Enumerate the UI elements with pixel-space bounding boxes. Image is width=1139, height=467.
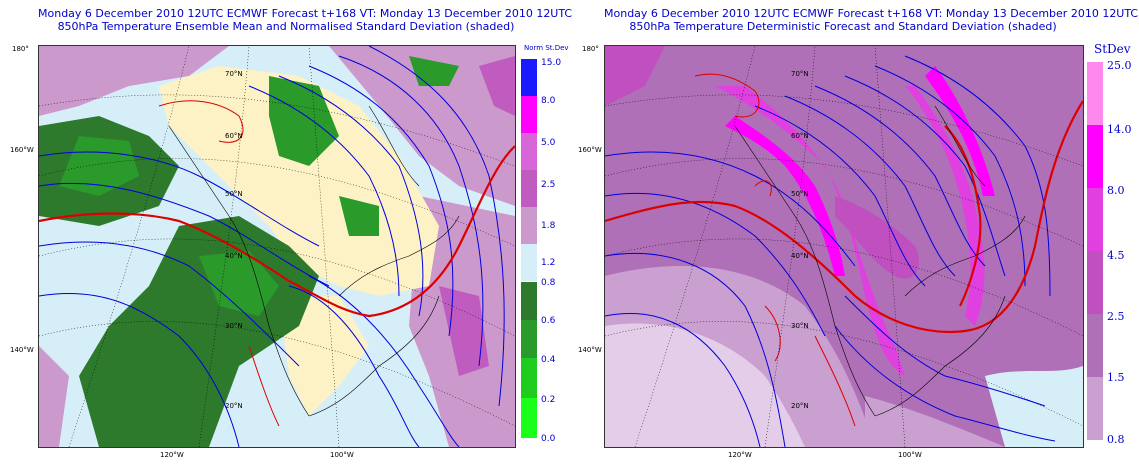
left-legend-label-1: 8.0 <box>541 96 556 106</box>
left-lat-label-40: 40°N <box>225 252 243 260</box>
left-legend-label-2: 5.0 <box>541 138 556 148</box>
left-lon-label-100: 100°W <box>330 451 354 459</box>
left-map-title: Monday 6 December 2010 12UTC ECMWF Forec… <box>38 7 573 33</box>
left-map: 70°N 60°N 50°N 40°N 30°N 20°N <box>38 45 516 448</box>
left-legend-label-10: 0.0 <box>541 434 556 444</box>
left-legend-label-5: 1.2 <box>541 258 556 268</box>
left-legend-label-4: 1.8 <box>541 221 556 231</box>
left-legend-swatch-1-2 <box>521 244 537 281</box>
left-legend-swatch-0-6 <box>521 320 537 358</box>
left-lat-label-20: 20°N <box>225 402 243 410</box>
right-lat-label-40: 40°N <box>791 252 809 260</box>
right-lat-label-30: 30°N <box>791 322 809 330</box>
left-legend-label-8: 0.4 <box>541 355 556 365</box>
right-legend-title: StDev <box>1094 42 1131 56</box>
left-legend-swatch-8 <box>521 96 537 133</box>
left-lon-label-160: 160°W <box>10 146 34 154</box>
left-legend-swatch-15 <box>521 59 537 96</box>
left-legend-swatch-0-2 <box>521 398 537 438</box>
right-legend-swatch-14 <box>1087 125 1103 188</box>
left-title-line2: 850hPa Temperature Ensemble Mean and Nor… <box>57 20 515 33</box>
left-legend-swatch-0-8 <box>521 282 537 320</box>
left-title-line1: Monday 6 December 2010 12UTC ECMWF Forec… <box>38 7 573 20</box>
right-legend-label-4: 2.5 <box>1107 310 1125 323</box>
right-lat-label-70: 70°N <box>791 70 809 78</box>
right-lat-label-60: 60°N <box>791 132 809 140</box>
right-map-canvas <box>605 46 1083 447</box>
right-lat-label-50: 50°N <box>791 190 809 198</box>
right-legend-label-6: 0.8 <box>1107 433 1125 446</box>
left-legend-swatch-2-5 <box>521 170 537 207</box>
left-map-canvas <box>39 46 515 447</box>
left-legend-label-6: 0.8 <box>541 278 556 288</box>
left-legend-swatch-5 <box>521 133 537 170</box>
right-lon-label-160: 160°W <box>578 146 602 154</box>
left-legend-label-3: 2.5 <box>541 180 556 190</box>
right-legend-swatch-8 <box>1087 188 1103 251</box>
left-lon-label-120: 120°W <box>160 451 184 459</box>
left-lat-label-30: 30°N <box>225 322 243 330</box>
left-lat-label-50: 50°N <box>225 190 243 198</box>
right-legend-label-3: 4.5 <box>1107 249 1125 262</box>
right-legend-swatch-2-5 <box>1087 314 1103 377</box>
right-legend-label-1: 14.0 <box>1107 123 1132 136</box>
right-lon-label-100: 100°W <box>898 451 922 459</box>
right-map-title: Monday 6 December 2010 12UTC ECMWF Forec… <box>604 7 1139 33</box>
right-legend-label-5: 1.5 <box>1107 371 1125 384</box>
left-lon-label-140: 140°W <box>10 346 34 354</box>
right-lat-label-20: 20°N <box>791 402 809 410</box>
right-map: 70°N 60°N 50°N 40°N 30°N 20°N <box>604 45 1084 448</box>
left-legend-label-9: 0.2 <box>541 395 556 405</box>
right-legend-swatch-25 <box>1087 62 1103 125</box>
left-lon-label-180: 180° <box>12 45 29 53</box>
right-lon-label-180: 180° <box>582 45 599 53</box>
left-lat-label-70: 70°N <box>225 70 243 78</box>
right-legend-swatch-4-5 <box>1087 251 1103 314</box>
left-legend-swatch-1-8 <box>521 207 537 244</box>
right-title-line2: 850hPa Temperature Deterministic Forecas… <box>629 20 1057 33</box>
right-lon-label-120: 120°W <box>728 451 752 459</box>
left-legend-swatch-0-4 <box>521 358 537 398</box>
left-legend-label-7: 0.6 <box>541 316 556 326</box>
left-legend-label-0: 15.0 <box>541 58 562 68</box>
left-lat-label-60: 60°N <box>225 132 243 140</box>
right-legend-label-2: 8.0 <box>1107 184 1125 197</box>
right-legend-swatch-1-5 <box>1087 377 1103 440</box>
left-legend-title: Norm St.Dev <box>524 44 569 52</box>
right-legend-label-0: 25.0 <box>1107 59 1132 72</box>
right-title-line1: Monday 6 December 2010 12UTC ECMWF Forec… <box>604 7 1139 20</box>
right-lon-label-140: 140°W <box>578 346 602 354</box>
